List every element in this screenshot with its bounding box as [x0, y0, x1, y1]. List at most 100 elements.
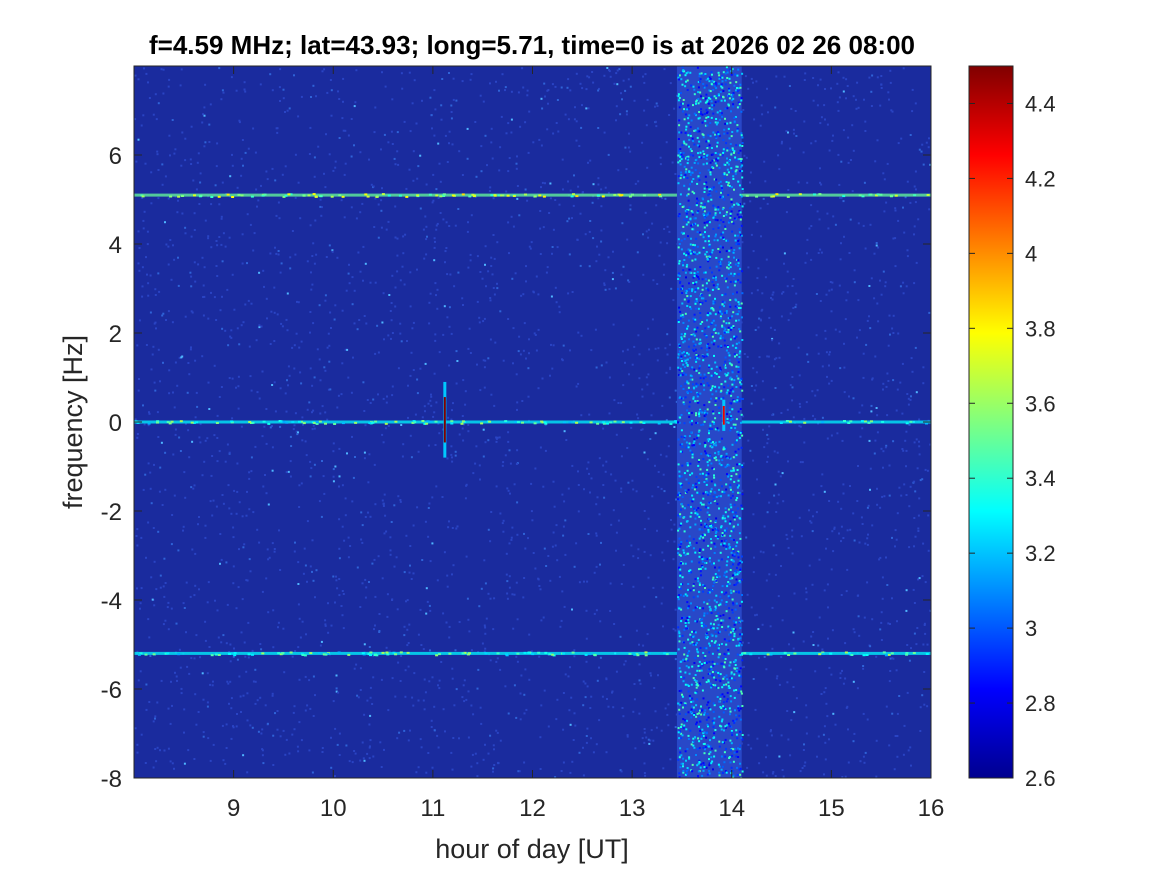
noise-speck	[364, 262, 367, 265]
noise-speck	[608, 69, 610, 71]
band-speck	[720, 389, 723, 392]
band-speck	[693, 192, 696, 195]
noise-speck	[495, 436, 498, 439]
noise-speck	[924, 581, 927, 584]
noise-speck	[419, 738, 422, 741]
noise-speck	[584, 696, 587, 699]
line-speck	[226, 193, 230, 196]
noise-speck	[654, 347, 657, 350]
noise-speck	[387, 334, 390, 337]
noise-speck	[823, 773, 825, 776]
noise-speck	[209, 759, 212, 762]
line-speck	[821, 651, 825, 654]
band-speck	[706, 412, 709, 415]
noise-speck	[235, 89, 238, 92]
noise-speck	[514, 272, 517, 275]
noise-speck	[675, 713, 678, 716]
noise-speck	[281, 325, 284, 328]
band-speck	[683, 118, 686, 121]
noise-speck	[577, 510, 580, 513]
band-speck	[725, 211, 728, 214]
band-speck	[707, 211, 710, 214]
band-speck	[693, 630, 696, 633]
noise-speck	[417, 699, 420, 702]
noise-speck	[265, 408, 268, 410]
noise-speck	[332, 575, 335, 578]
band-speck	[739, 633, 742, 636]
noise-speck	[838, 284, 841, 287]
noise-speck	[476, 363, 478, 366]
noise-speck	[366, 699, 369, 702]
band-speck	[724, 380, 727, 383]
noise-speck	[377, 351, 380, 354]
noise-speck	[180, 356, 183, 359]
noise-speck	[202, 735, 205, 738]
noise-speck	[427, 752, 430, 754]
noise-speck	[275, 252, 278, 255]
noise-speck	[489, 82, 491, 85]
noise-speck	[177, 256, 179, 259]
noise-speck	[806, 238, 809, 241]
noise-speck	[889, 670, 892, 672]
band-speck	[713, 599, 716, 602]
band-speck	[695, 307, 698, 310]
band-speck	[731, 494, 734, 497]
band-speck	[700, 108, 703, 111]
noise-speck	[791, 376, 794, 378]
noise-speck	[159, 574, 162, 577]
noise-speck	[404, 233, 407, 236]
noise-speck	[419, 207, 422, 210]
noise-speck	[399, 500, 402, 503]
noise-speck	[250, 389, 253, 392]
noise-speck	[861, 523, 864, 525]
band-speck	[735, 590, 738, 593]
noise-speck	[574, 106, 576, 109]
noise-speck	[501, 73, 504, 76]
noise-speck	[308, 749, 311, 752]
noise-speck	[923, 671, 926, 673]
noise-speck	[340, 393, 343, 396]
band-speck	[721, 188, 724, 191]
noise-speck	[437, 422, 440, 425]
noise-speck	[767, 355, 770, 358]
noise-speck	[602, 464, 605, 467]
noise-speck	[539, 253, 542, 255]
noise-speck	[663, 263, 666, 266]
noise-speck	[324, 623, 327, 626]
noise-speck	[914, 201, 917, 204]
noise-speck	[756, 220, 759, 223]
noise-speck	[510, 131, 513, 134]
band-speck	[677, 648, 680, 651]
noise-speck	[857, 222, 860, 225]
noise-speck	[462, 439, 465, 442]
noise-speck	[134, 118, 137, 121]
noise-speck	[403, 120, 406, 123]
band-speck	[701, 206, 704, 209]
noise-speck	[913, 185, 916, 188]
noise-speck	[187, 429, 190, 432]
noise-speck	[207, 737, 210, 740]
noise-speck	[474, 752, 477, 755]
noise-speck	[294, 196, 297, 199]
noise-speck	[648, 742, 651, 745]
noise-speck	[643, 741, 646, 744]
noise-speck	[743, 353, 746, 355]
band-speck	[696, 326, 699, 329]
noise-speck	[254, 445, 257, 448]
noise-speck	[551, 83, 554, 86]
band-speck	[724, 738, 727, 741]
noise-speck	[773, 450, 776, 453]
band-speck	[681, 562, 684, 565]
line-speck	[287, 193, 291, 196]
noise-speck	[194, 584, 197, 587]
band-speck	[691, 211, 694, 214]
band-speck	[693, 746, 696, 749]
line-speck	[847, 422, 851, 424]
noise-speck	[353, 289, 356, 292]
noise-speck	[655, 102, 658, 105]
band-speck	[695, 721, 698, 724]
noise-speck	[321, 70, 324, 73]
noise-speck	[154, 93, 157, 96]
band-speck	[727, 221, 730, 224]
noise-speck	[598, 457, 601, 460]
